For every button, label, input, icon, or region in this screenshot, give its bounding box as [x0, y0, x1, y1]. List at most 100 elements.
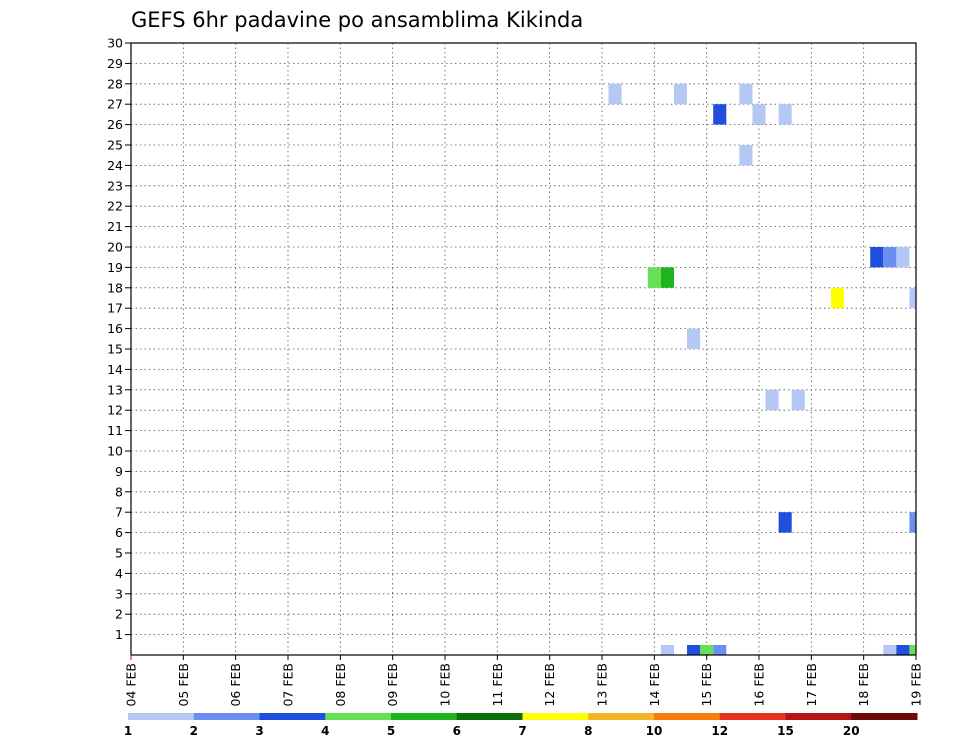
y-tick-label: 23 [107, 178, 123, 193]
colorbar-label: 10 [646, 724, 663, 738]
y-tick-label: 6 [115, 525, 123, 540]
y-tick-label: 29 [107, 56, 123, 71]
chart-title: GEFS 6hr padavine po ansamblima Kikinda [131, 8, 583, 32]
precip-cell [791, 389, 805, 411]
y-tick-label: 25 [107, 138, 123, 153]
y-tick-label: 5 [115, 546, 123, 561]
precip-cell [673, 83, 688, 105]
x-tick-label: 14 FEB [647, 663, 662, 707]
precip-cell [700, 645, 714, 655]
colorbar-label: 4 [321, 724, 329, 738]
colorbar-swatch [128, 713, 195, 720]
precip-cell [909, 512, 916, 533]
y-tick-label: 16 [107, 321, 123, 336]
colorbar-swatch [259, 713, 326, 720]
precip-cells [608, 83, 916, 655]
y-tick-label: 8 [115, 484, 123, 499]
y-tick-label: 30 [107, 36, 123, 51]
colorbar-label: 7 [518, 724, 526, 738]
precip-cell [713, 104, 727, 125]
colorbar-label: 2 [190, 724, 198, 738]
colorbar: 1 2 3 4 5 6 7 8 10 12 15 20 [124, 713, 918, 738]
x-tick-label: 06 FEB [228, 663, 243, 707]
colorbar-label: 12 [711, 724, 728, 738]
precip-cell [909, 645, 916, 655]
precip-cell [739, 145, 753, 166]
x-tick-label: 16 FEB [752, 663, 767, 707]
precip-cell [870, 247, 884, 268]
y-tick-label: 21 [107, 219, 123, 234]
y-tick-label: 12 [107, 403, 123, 418]
y-tick-label: 14 [107, 362, 123, 377]
x-tick-label: 12 FEB [542, 663, 557, 707]
x-tick-label: 13 FEB [595, 663, 610, 707]
x-tick-label: 08 FEB [333, 663, 348, 707]
y-tick-label: 4 [115, 566, 123, 581]
colorbar-swatch [391, 713, 458, 720]
x-tick-label: 19 FEB [909, 663, 924, 707]
x-tick-label: 17 FEB [804, 663, 819, 707]
x-tick-label: 11 FEB [490, 663, 505, 707]
precip-cell [896, 645, 910, 655]
colorbar-swatch [456, 713, 523, 720]
precip-cell [608, 83, 622, 105]
x-tick-label: 07 FEB [281, 663, 296, 707]
colorbar-swatch [325, 713, 392, 720]
x-tick-label: 10 FEB [438, 663, 453, 707]
y-tick-label: 18 [107, 280, 123, 295]
precip-cell [713, 645, 727, 655]
y-tick-label: 19 [107, 260, 123, 275]
precip-cell [896, 247, 910, 268]
y-tick-label: 15 [107, 342, 123, 357]
colorbar-label: 3 [255, 724, 263, 738]
y-tick-label: 24 [107, 158, 123, 173]
x-tick-label: 18 FEB [856, 663, 871, 707]
precip-cell [830, 287, 845, 309]
precip-cell [739, 83, 753, 105]
precip-cell [909, 287, 916, 309]
y-tick-label: 22 [107, 199, 123, 214]
colorbar-label: 8 [584, 724, 592, 738]
precip-cell [752, 104, 766, 125]
colorbar-label: 20 [843, 724, 860, 738]
x-tick-label: 09 FEB [385, 663, 400, 707]
y-tick-label: 20 [107, 240, 123, 255]
x-tick-label: 04 FEB [124, 663, 139, 707]
colorbar-label: 5 [387, 724, 395, 738]
y-tick-label: 3 [115, 586, 123, 601]
y-tick-label: 9 [115, 464, 123, 479]
y-tick-label: 10 [107, 444, 123, 459]
y-tick-label: 17 [107, 301, 123, 316]
y-axis-ticks: 1234567891011121314151617181920212223242… [107, 36, 131, 642]
colorbar-swatch [851, 713, 918, 720]
precip-cell [778, 104, 792, 125]
colorbar-label: 1 [124, 724, 132, 738]
precip-cell [883, 247, 897, 268]
y-tick-label: 11 [107, 423, 123, 438]
precip-cell [687, 328, 701, 349]
colorbar-label: 15 [777, 724, 794, 738]
y-tick-label: 28 [107, 76, 123, 91]
colorbar-swatch [193, 713, 260, 720]
y-tick-label: 7 [115, 505, 123, 520]
precip-cell [765, 389, 779, 411]
colorbar-swatch [719, 713, 786, 720]
x-tick-label: 05 FEB [176, 663, 191, 707]
y-tick-label: 2 [115, 607, 123, 622]
colorbar-swatch [654, 713, 721, 720]
colorbar-swatch [522, 713, 589, 720]
precip-cell [660, 645, 674, 655]
y-tick-label: 1 [115, 627, 123, 642]
y-tick-label: 13 [107, 382, 123, 397]
grid-lines [131, 43, 916, 655]
x-tick-label: 15 FEB [699, 663, 714, 707]
x-axis-ticks: 04 FEB 05 FEB 06 FEB 07 FEB 08 FEB 09 FEB 10 F… [124, 655, 924, 707]
precip-cell [883, 645, 897, 655]
precip-cell [687, 645, 701, 655]
colorbar-label: 6 [453, 724, 461, 738]
precip-cell [660, 267, 674, 288]
precip-cell [778, 512, 792, 533]
y-tick-label: 27 [107, 97, 123, 112]
y-tick-label: 26 [107, 117, 123, 132]
